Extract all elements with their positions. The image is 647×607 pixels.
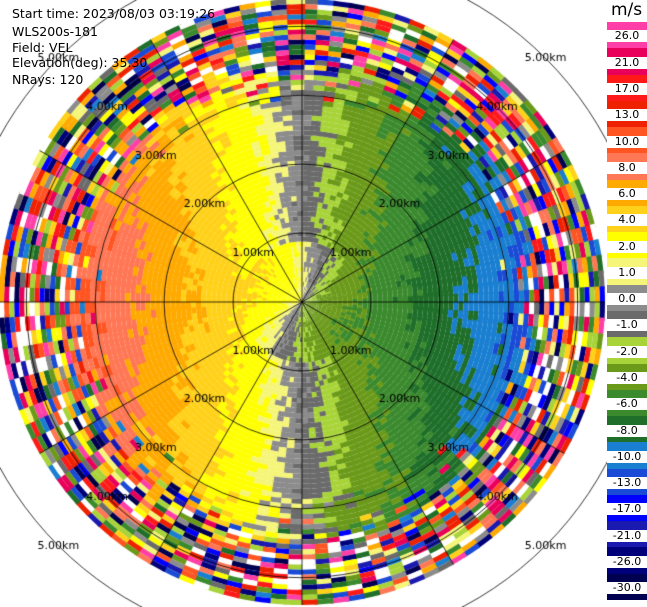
colorbar-tick-label: 4.0 (607, 214, 647, 227)
colorbar-tick-label: 26.0 (607, 30, 647, 43)
ppi-radar-plot (0, 0, 607, 607)
colorbar-tick-label: 0.0 (607, 293, 647, 306)
colorbar-tick-label: -10.0 (607, 450, 647, 463)
colorbar-tick-label: -4.0 (607, 371, 647, 384)
colorbar-tick-label: 1.0 (607, 266, 647, 279)
colorbar-tick-label: 6.0 (607, 188, 647, 201)
colorbar-tick-label: 2.0 (607, 240, 647, 253)
colorbar-tick-label: -2.0 (607, 345, 647, 358)
colorbar-tick-label: -6.0 (607, 398, 647, 411)
colorbar-tick-label: -21.0 (607, 529, 647, 542)
colorbar-tick-label: 21.0 (607, 56, 647, 69)
field-label: Field: VEL (12, 40, 73, 55)
elevation-label: Elevation(deg): 35.30 (12, 55, 148, 70)
colorbar-unit: m/s (611, 0, 643, 20)
colorbar-tick-label: -1.0 (607, 319, 647, 332)
colorbar-tick-label: 10.0 (607, 135, 647, 148)
station-label: WLS200s-181 (12, 24, 98, 39)
colorbar-tick-label: 13.0 (607, 109, 647, 122)
colorbar-tick-label: -17.0 (607, 503, 647, 516)
colorbar-tick-label: 8.0 (607, 161, 647, 174)
colorbar-tick-label: 17.0 (607, 82, 647, 95)
start-time-label: Start time: 2023/08/03 03:19:26 (12, 6, 216, 21)
nrays-label: NRays: 120 (12, 72, 84, 87)
colorbar: 26.0 21.0 17.0 13.0 10.0 8.0 6.0 4.0 2.0 1.0 0.0 -1… (607, 22, 647, 601)
colorbar-tick-label: -26.0 (607, 555, 647, 568)
colorbar-tick-label: -8.0 (607, 424, 647, 437)
colorbar-tick-label: -13.0 (607, 477, 647, 490)
colorbar-tick-label: -30.0 (607, 582, 647, 595)
